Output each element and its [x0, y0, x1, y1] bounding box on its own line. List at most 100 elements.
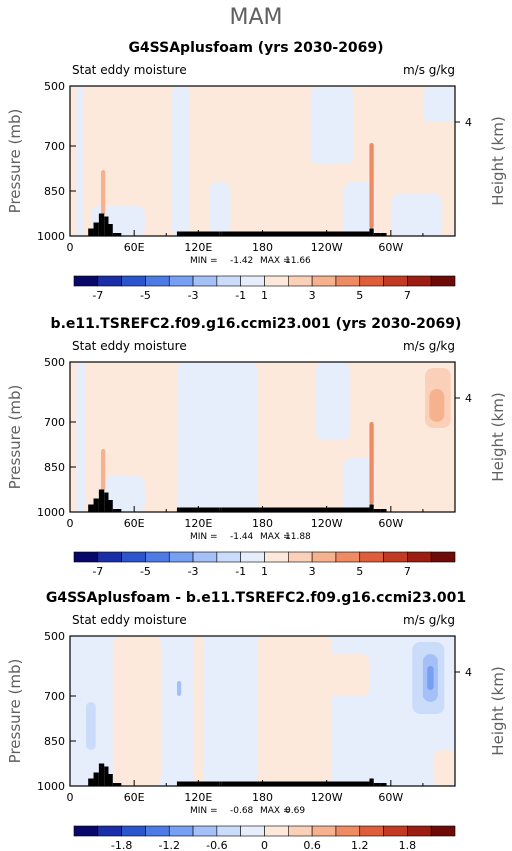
colorbar-swatch — [97, 275, 122, 287]
topography-mask — [104, 216, 109, 236]
contour-field — [70, 362, 455, 512]
colorbar-swatch — [73, 825, 99, 837]
y-tick-label: 850 — [44, 735, 65, 748]
x-tick-label: 120W — [311, 241, 343, 254]
x-tick-label: 120E — [184, 517, 212, 530]
colorbar-swatch — [192, 551, 218, 563]
colorbar-swatch — [97, 551, 122, 563]
y-tick-label: 1000 — [37, 230, 65, 243]
min-value: -1.42 — [230, 256, 253, 266]
colorbar-swatch — [264, 825, 289, 837]
contour-region — [86, 702, 96, 750]
topography-mask — [98, 489, 105, 512]
contour-region — [76, 86, 83, 236]
colorbar-label: 1.2 — [351, 839, 369, 851]
x-tick-label: 120E — [184, 241, 212, 254]
colorbar-swatch — [121, 275, 146, 287]
colorbar-swatch — [359, 825, 384, 837]
colorbar-swatch — [168, 551, 194, 563]
min-value: -0.68 — [230, 806, 254, 816]
colorbar-swatch — [335, 275, 361, 287]
y-right-tick-label: 4 — [465, 116, 472, 129]
colorbar-swatch — [430, 825, 456, 837]
y-right-axis-title: Height (km) — [489, 666, 507, 755]
max-label: MAX = — [260, 532, 291, 542]
colorbar-swatch — [311, 275, 337, 287]
colorbar: -7 -5 -3 -1 1 3 5 7 — [73, 275, 456, 302]
contour-region — [171, 86, 190, 236]
topography-mask — [176, 231, 180, 236]
contour-region — [192, 636, 204, 786]
x-tick-label: 0 — [67, 791, 74, 804]
colorbar-swatch — [335, 825, 361, 837]
colorbar-label: 5 — [356, 565, 363, 578]
panel-2: b.e11.TSREFC2.f09.g16.ccmi23.001 (yrs 20… — [6, 316, 507, 578]
y-tick-label: 850 — [44, 461, 65, 474]
colorbar-swatch — [97, 825, 122, 837]
max-value: 0.69 — [285, 806, 305, 816]
y-axis-title: Pressure (mb) — [6, 385, 24, 490]
colorbar-swatch — [288, 825, 313, 837]
topography-mask — [369, 228, 374, 236]
y-axis-title: Pressure (mb) — [6, 109, 24, 214]
y-tick-label: 700 — [44, 690, 65, 703]
colorbar-label: -1 — [235, 565, 246, 578]
colorbar-swatch — [145, 275, 170, 287]
contour-region — [112, 636, 161, 786]
contour-region — [433, 750, 455, 786]
colorbar-label: -1.2 — [159, 839, 180, 851]
topography-mask — [179, 507, 220, 512]
contour-field — [70, 636, 455, 786]
colorbar: -1.8 -1.2 -0.6 0 0.6 1.2 1.8 — [73, 825, 456, 851]
max-value: 11.66 — [285, 256, 311, 266]
variable-label: Stat eddy moisture — [72, 63, 187, 77]
topography-mask — [108, 774, 113, 786]
x-tick-label: 180 — [252, 241, 273, 254]
panel-title: G4SSAplusfoam - b.e11.TSREFC2.f09.g16.cc… — [46, 590, 466, 606]
colorbar-label: 5 — [356, 289, 363, 302]
colorbar-label: 7 — [404, 289, 411, 302]
topography-mask — [380, 783, 387, 786]
x-tick-label: 0 — [67, 241, 74, 254]
panels: G4SSAplusfoam (yrs 2030-2069) Stat eddy m… — [6, 40, 507, 851]
colorbar-swatch — [288, 551, 313, 563]
colorbar-label: 0 — [261, 839, 268, 851]
topography-mask — [112, 233, 122, 236]
topography-mask — [93, 498, 99, 512]
min-label: MIN = — [190, 532, 218, 542]
topography-mask — [373, 783, 381, 786]
colorbar-label: 1 — [261, 289, 268, 302]
colorbar-swatch — [311, 551, 337, 563]
colorbar-swatch — [359, 275, 384, 287]
topography-mask — [88, 504, 94, 512]
topography-mask — [176, 507, 180, 512]
x-tick-label: 120E — [184, 791, 212, 804]
min-label: MIN = — [190, 806, 218, 816]
topography-mask — [221, 231, 370, 236]
x-tick-label: 180 — [252, 517, 273, 530]
contour-region — [390, 194, 443, 236]
panel-3: G4SSAplusfoam - b.e11.TSREFC2.f09.g16.cc… — [6, 590, 507, 851]
colorbar-swatch — [264, 551, 289, 563]
colorbar-swatch — [383, 825, 408, 837]
topography-mask — [176, 781, 180, 786]
topography-mask — [373, 509, 381, 512]
colorbar-label: 1 — [261, 565, 268, 578]
y-tick-label: 1000 — [37, 780, 65, 793]
colorbar-swatch — [407, 551, 432, 563]
contour-region — [101, 449, 106, 491]
colorbar-swatch — [216, 275, 241, 287]
contour-field — [70, 86, 455, 236]
topography-mask — [179, 781, 220, 786]
colorbar: -7 -5 -3 -1 1 3 5 7 — [73, 551, 456, 578]
topography-mask — [104, 492, 109, 512]
colorbar-label: 0.6 — [303, 839, 321, 851]
min-value: -1.44 — [230, 532, 254, 542]
contour-region — [369, 422, 374, 505]
colorbar-swatch — [407, 825, 432, 837]
colorbar-label: -0.6 — [206, 839, 227, 851]
min-label: MIN = — [190, 256, 218, 266]
y-tick-label: 500 — [44, 80, 65, 93]
colorbar-swatch — [311, 825, 337, 837]
colorbar-label: -7 — [92, 289, 103, 302]
